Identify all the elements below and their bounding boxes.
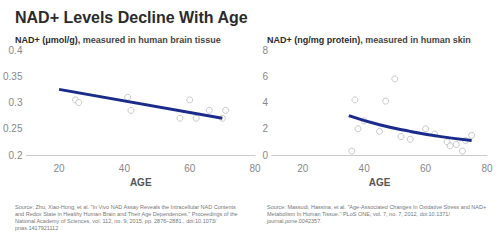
svg-text:AGE: AGE — [369, 177, 391, 188]
svg-text:NAD+ Levels Decline With Age: NAD+ Levels Decline With Age — [15, 9, 248, 26]
svg-text:Metabolism In Human Tissue." P: Metabolism In Human Tissue." PLoS ONE, v… — [267, 211, 450, 217]
svg-text:6: 6 — [262, 71, 268, 82]
svg-text:and Redox State in Healthy Hum: and Redox State in Healthy Human Brain a… — [15, 211, 239, 217]
svg-text:20: 20 — [297, 163, 309, 174]
svg-text:NAD+ (μmol/g): NAD+ (μmol/g) — [15, 35, 78, 45]
svg-text:journal.pone.0042357.: journal.pone.0042357. — [266, 218, 322, 224]
svg-text:0.25: 0.25 — [3, 123, 23, 134]
svg-text:Source: Zhu, Xiao-Hong, et al.: Source: Zhu, Xiao-Hong, et al. "In Vivo … — [15, 204, 237, 210]
svg-text:, measured in human brain tiss: , measured in human brain tissue — [78, 35, 221, 45]
svg-text:0.35: 0.35 — [3, 71, 23, 82]
svg-text:2: 2 — [262, 123, 268, 134]
svg-text:60: 60 — [420, 163, 432, 174]
svg-text:0.2: 0.2 — [9, 150, 23, 161]
svg-text:National Academy of Sciences,: National Academy of Sciences, vol. 112, … — [15, 218, 217, 224]
svg-text:40: 40 — [119, 163, 131, 174]
svg-text:AGE: AGE — [130, 177, 152, 188]
svg-text:80: 80 — [249, 163, 261, 174]
svg-text:60: 60 — [184, 163, 196, 174]
svg-text:0: 0 — [262, 150, 268, 161]
svg-text:8: 8 — [262, 45, 268, 56]
svg-text:0.3: 0.3 — [9, 97, 23, 108]
svg-text:4: 4 — [262, 97, 268, 108]
svg-text:20: 20 — [54, 163, 66, 174]
svg-text:Source: Massudi, Hassina, et a: Source: Massudi, Hassina, et al. "Age-As… — [267, 204, 488, 210]
svg-text:0.4: 0.4 — [9, 45, 23, 56]
svg-text:80: 80 — [481, 163, 493, 174]
svg-text:, measured in human skin: , measured in human skin — [360, 35, 471, 45]
svg-text:NAD+ (ng/mg protein): NAD+ (ng/mg protein) — [267, 35, 360, 45]
svg-text:pnas.1417921112: pnas.1417921112 — [15, 225, 58, 231]
svg-text:40: 40 — [359, 163, 371, 174]
